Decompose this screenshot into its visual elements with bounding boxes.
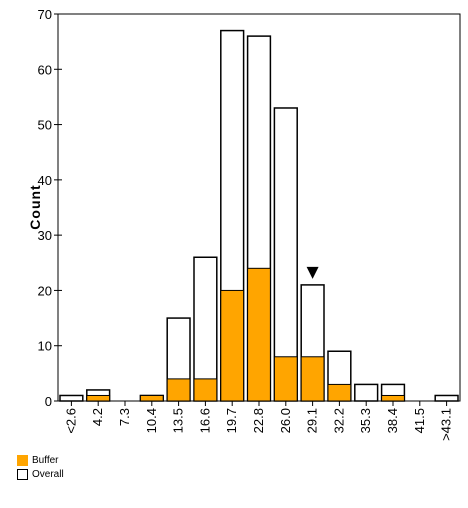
y-tick-label: 50 [38,118,52,133]
legend-swatch-buffer [17,454,28,466]
x-tick-label: 4.2 [90,408,105,426]
x-tick-label: 13.5 [171,408,186,433]
y-axis-title: Count [27,184,43,229]
legend-label-overall: Overall [32,468,64,480]
x-tick-label: 10.4 [144,408,159,433]
x-tick-label: 38.4 [385,408,400,433]
x-tick-label: 26.0 [278,408,293,433]
bar-buffer [86,394,111,402]
y-tick-label: 10 [38,339,52,354]
x-tick-label: >43.1 [439,408,454,441]
x-tick-label: 29.1 [305,408,320,433]
legend-item-buffer: Buffer [17,453,64,467]
bars-layer [59,29,459,402]
legend-swatch-overall [17,468,28,480]
bar-buffer [247,267,271,402]
bar-buffer [327,383,352,402]
bar-overall [354,383,379,402]
x-tick-label: <2.6 [63,408,78,434]
y-tick-label: 20 [38,283,52,298]
y-tick-label: 40 [38,173,52,188]
marker-layer [306,266,319,279]
x-tick-label: 19.7 [224,408,239,433]
y-tick-label: 30 [38,228,52,243]
legend: Buffer Overall [17,453,64,481]
marker-triangle-icon [306,266,319,279]
x-tick-label: 32.2 [331,408,346,433]
y-axis: 0 10 20 30 40 50 60 70 [38,7,62,409]
bar-buffer [139,394,164,402]
bar-overall [59,394,84,402]
x-tick-label: 16.6 [197,408,212,433]
legend-label-buffer: Buffer [32,454,59,466]
histogram-chart: 0 10 20 30 40 50 60 70 <2.6 4.2 7.3 10.4 13.5 16.6 19… [27,7,461,441]
bar-buffer [166,378,191,402]
bar-buffer [381,394,405,402]
x-tick-label: 41.5 [412,408,427,433]
y-tick-label: 0 [45,394,52,409]
bar-buffer [300,356,325,402]
legend-item-overall: Overall [17,467,64,481]
y-tick-label: 60 [38,62,52,77]
bar-buffer [193,378,218,402]
x-tick-label: 7.3 [117,408,132,426]
x-axis: <2.6 4.2 7.3 10.4 13.5 16.6 19.7 22.8 26.0 29.1 32… [63,401,454,441]
y-tick-label: 70 [38,7,52,22]
bar-buffer [273,356,298,402]
x-tick-label: 35.3 [358,408,373,433]
bar-buffer [220,289,245,402]
x-tick-label: 22.8 [251,408,266,433]
bar-overall [434,394,459,402]
